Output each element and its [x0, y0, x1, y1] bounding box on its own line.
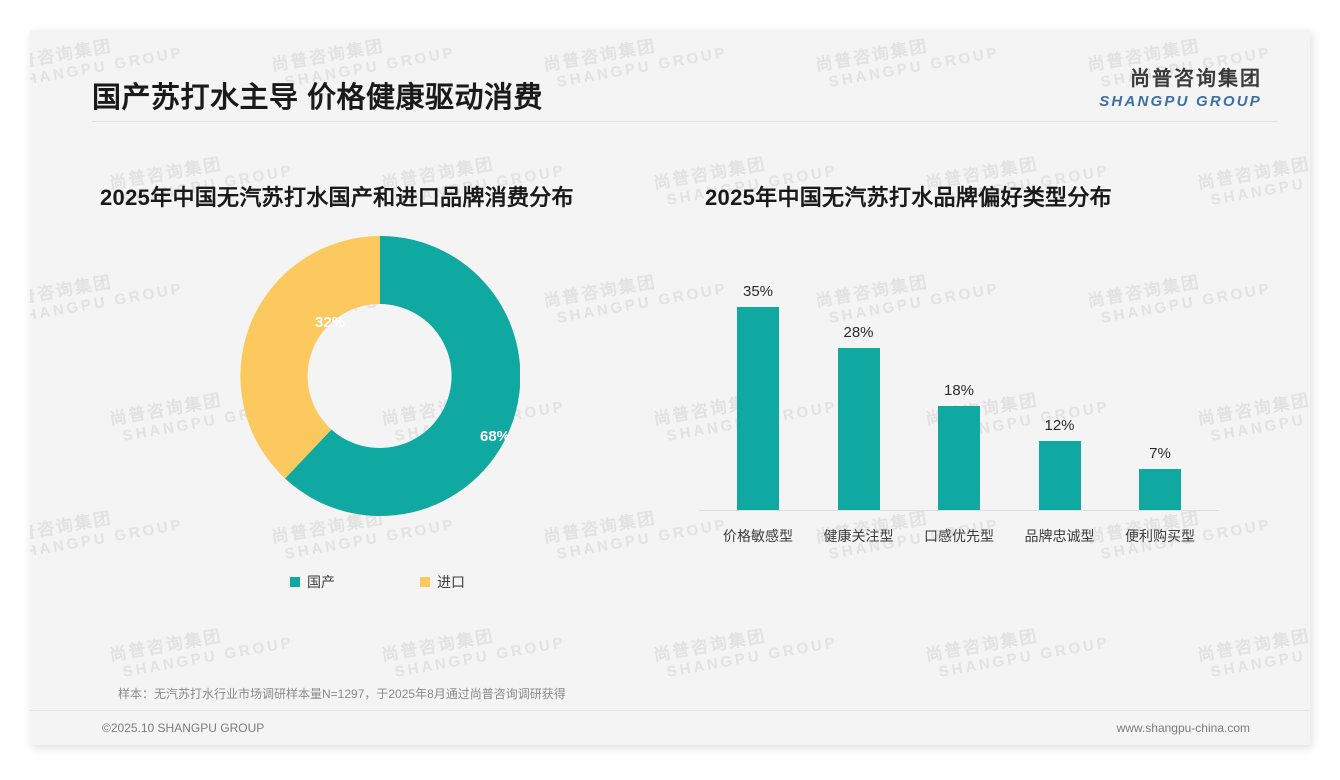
- donut-legend: 国产 进口: [72, 572, 672, 602]
- bar-category-label: 口感优先型: [924, 528, 994, 544]
- footer-divider: [30, 710, 1310, 711]
- bar-value-label: 18%: [943, 382, 975, 399]
- legend-item-domestic[interactable]: 国产: [290, 572, 335, 592]
- donut-value-import: 32%: [315, 314, 346, 331]
- panel-bar-chart: 2025年中国无汽苏打水品牌偏好类型分布 35% 28% 18% 12% 7% 价格敏感…: [685, 180, 1280, 670]
- sample-footnote: 样本：无汽苏打水行业市场调研样本量N=1297，于2025年8月通过尚普咨询调研…: [118, 687, 566, 701]
- logo-chinese-text: 尚普咨询集团: [1130, 68, 1262, 90]
- donut-chart-title: 2025年中国无汽苏打水国产和进口品牌消费分布: [100, 185, 574, 210]
- bar-category-label: 价格敏感型: [723, 528, 793, 544]
- bar-value-label: 28%: [843, 324, 874, 341]
- bar-rect[interactable]: [938, 406, 980, 510]
- bar-rect[interactable]: [1038, 441, 1081, 510]
- bar-chart-axis: [699, 510, 1219, 511]
- slide-header: 国产苏打水主导 价格健康驱动消费 尚普咨询集团 SHANGPU GROUP: [30, 30, 1310, 122]
- bar-category-label: 品牌忠诚型: [1024, 528, 1095, 544]
- legend-swatch-domestic: [290, 577, 300, 587]
- bar-column[interactable]: 28%: [818, 275, 900, 510]
- slide-card: 尚普咨询集团 SHANGPU GROUP 尚普咨询集团 SHANGPU GROUP 尚普…: [30, 30, 1310, 745]
- bar-chart-area: 35% 28% 18% 12% 7% 价格敏感型 健康关注型 口感优先型 品牌忠诚型 便利购买型: [699, 246, 1259, 546]
- bar-series: 35% 28% 18% 12% 7%: [699, 275, 1219, 510]
- donut-chart-area: 68% 32%: [72, 236, 672, 566]
- legend-label-domestic: 国产: [307, 574, 335, 590]
- panel-donut-chart: 2025年中国无汽苏打水国产和进口品牌消费分布 68% 32% 国产 进口: [72, 180, 672, 670]
- donut-chart-svg: [240, 236, 520, 516]
- bar-category-label: 健康关注型: [823, 528, 894, 544]
- bar-chart-title: 2025年中国无汽苏打水品牌偏好类型分布: [705, 185, 1112, 210]
- bar-column[interactable]: 18%: [918, 275, 1000, 510]
- footer-copyright: ©2025.10 SHANGPU GROUP: [102, 721, 265, 735]
- page-title: 国产苏打水主导 价格健康驱动消费: [92, 82, 544, 114]
- bar-category-label: 便利购买型: [1125, 528, 1195, 544]
- bar-column[interactable]: 12%: [1019, 275, 1101, 510]
- brand-logo: 尚普咨询集团 SHANGPU GROUP: [1099, 62, 1262, 110]
- legend-item-import[interactable]: 进口: [420, 572, 465, 592]
- bar-rect[interactable]: [1139, 469, 1181, 510]
- slide-footer: ©2025.10 SHANGPU GROUP www.shangpu-china…: [30, 710, 1310, 745]
- bar-rect[interactable]: [837, 348, 880, 510]
- bar-rect[interactable]: [737, 307, 779, 510]
- donut-slice-import: [240, 236, 380, 479]
- donut-value-domestic: 68%: [480, 428, 511, 445]
- bar-column[interactable]: 35%: [717, 275, 799, 510]
- logo-english-text: SHANGPU GROUP: [1099, 93, 1262, 110]
- legend-swatch-import: [420, 577, 430, 587]
- bar-value-label: 12%: [1044, 417, 1075, 434]
- bar-value-label: 35%: [742, 283, 774, 300]
- header-divider: [92, 121, 1278, 122]
- bar-value-label: 7%: [1149, 445, 1171, 462]
- bar-category-labels: 价格敏感型 健康关注型 口感优先型 品牌忠诚型 便利购买型: [699, 526, 1219, 546]
- donut-slice-domestic: [285, 236, 520, 516]
- footer-website[interactable]: www.shangpu-china.com: [1116, 721, 1250, 735]
- legend-label-import: 进口: [437, 574, 465, 590]
- bar-column[interactable]: 7%: [1119, 275, 1201, 510]
